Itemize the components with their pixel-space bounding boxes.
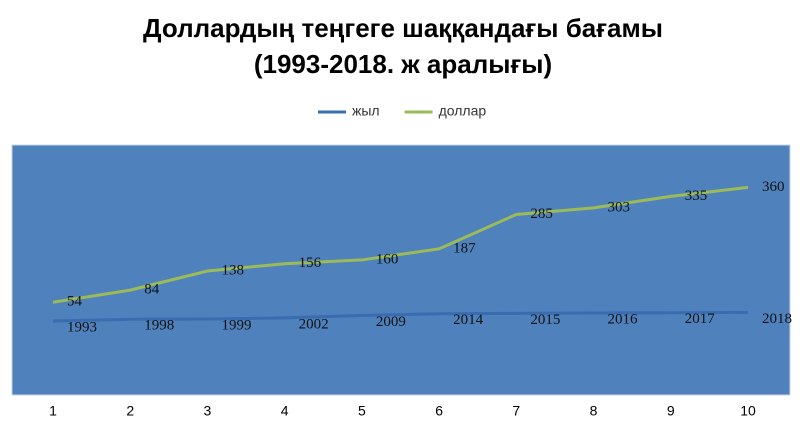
data-label: 303 [608, 199, 631, 215]
legend-label: жыл [352, 103, 380, 119]
data-label: 285 [530, 206, 553, 222]
data-label: 2015 [530, 312, 560, 328]
data-label: 2017 [685, 311, 716, 327]
data-label: 187 [453, 240, 476, 256]
data-label: 2016 [608, 311, 639, 327]
series-line [52, 185, 749, 304]
data-label: 54 [67, 294, 83, 310]
plot-area [11, 144, 791, 396]
x-tick-label: 1 [49, 403, 57, 419]
legend-label: доллар [439, 103, 487, 119]
data-label: 2002 [299, 316, 329, 332]
data-label: 160 [376, 251, 399, 267]
chart-title: Доллардың теңгеге шаққандағы бағамы [143, 13, 663, 43]
data-label: 138 [221, 262, 244, 278]
series-line [52, 310, 749, 323]
x-tick-label: 4 [281, 403, 289, 419]
chart-subtitle: (1993-2018. ж аралығы) [254, 49, 552, 79]
data-label: 2018 [762, 311, 792, 327]
x-tick-label: 9 [667, 403, 675, 419]
x-tick-label: 10 [740, 403, 756, 419]
x-tick-label: 5 [358, 403, 366, 419]
data-label: 1998 [144, 318, 174, 334]
data-label: 360 [762, 179, 785, 195]
data-label: 2009 [376, 314, 406, 330]
x-tick-label: 3 [204, 403, 212, 419]
data-label: 84 [144, 282, 160, 298]
data-label: 2014 [453, 312, 484, 328]
x-tick-label: 2 [126, 403, 134, 419]
data-label: 1993 [67, 319, 97, 335]
x-tick-label: 6 [435, 403, 443, 419]
x-tick-label: 8 [590, 403, 598, 419]
data-label: 1999 [221, 317, 251, 333]
data-label: 156 [299, 255, 322, 271]
x-tick-label: 7 [512, 403, 520, 419]
data-label: 335 [685, 188, 708, 204]
